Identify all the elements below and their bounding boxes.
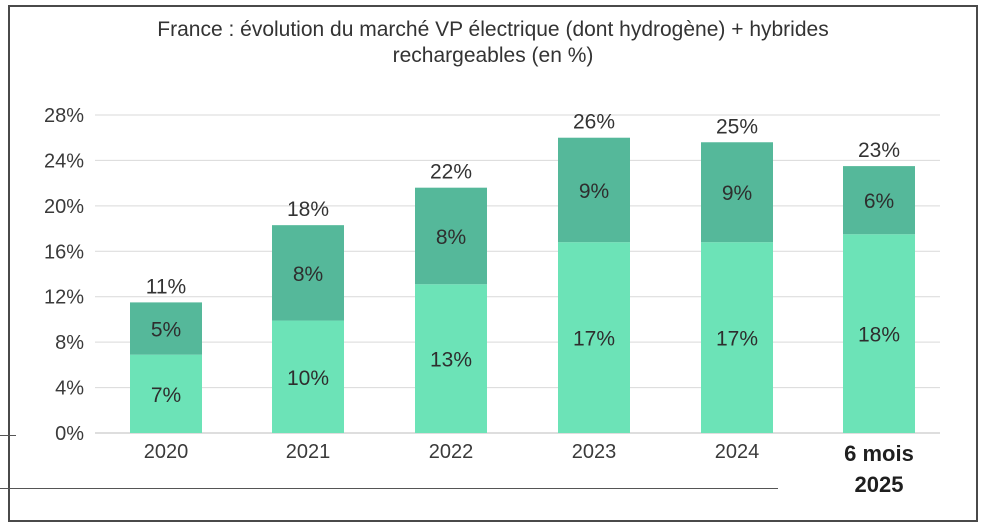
y-tick-label: 12% bbox=[44, 287, 84, 309]
y-tick-label: 20% bbox=[44, 196, 84, 218]
segment-value-label: 9% bbox=[722, 182, 752, 205]
bar-segment bbox=[558, 242, 630, 433]
bar-segment bbox=[701, 242, 773, 433]
y-tick-label: 4% bbox=[55, 378, 84, 400]
total-value-label: 11% bbox=[146, 275, 186, 298]
bar-segment bbox=[843, 166, 915, 235]
y-tick-label: 16% bbox=[44, 241, 84, 263]
x-tick-label: 2022 bbox=[429, 441, 474, 463]
bar-segment bbox=[415, 284, 487, 433]
y-tick-label: 28% bbox=[44, 105, 84, 127]
outside-left-rule bbox=[0, 435, 16, 436]
bar-segment bbox=[701, 142, 773, 243]
y-tick-label: 24% bbox=[44, 150, 84, 172]
bar-segment bbox=[130, 354, 202, 433]
x-tick-label: 2023 bbox=[572, 441, 617, 463]
segment-value-label: 8% bbox=[436, 226, 466, 249]
y-tick-label: 8% bbox=[55, 332, 84, 354]
x-tick-label: 6 mois bbox=[844, 441, 914, 466]
bar-segment bbox=[843, 234, 915, 433]
x-tick-label: 2025 bbox=[855, 472, 904, 497]
chart-frame bbox=[8, 5, 978, 522]
total-value-label: 25% bbox=[716, 115, 758, 138]
x-tick-label: 2020 bbox=[144, 441, 189, 463]
outside-bottom-rule bbox=[0, 488, 778, 489]
bar-segment bbox=[272, 320, 344, 433]
bar-segment bbox=[272, 225, 344, 321]
x-tick-label: 2021 bbox=[286, 441, 331, 463]
bar-segment bbox=[558, 137, 630, 243]
segment-value-label: 9% bbox=[579, 180, 609, 203]
segment-value-label: 17% bbox=[716, 328, 758, 351]
y-tick-label: 0% bbox=[55, 423, 84, 445]
segment-value-label: 7% bbox=[151, 384, 181, 407]
chart-title-line-2: rechargeables (en %) bbox=[392, 44, 594, 67]
total-value-label: 22% bbox=[430, 161, 472, 184]
segment-value-label: 8% bbox=[293, 263, 323, 286]
bar-segment bbox=[415, 187, 487, 285]
total-value-label: 18% bbox=[287, 198, 329, 221]
x-tick-label: 2024 bbox=[715, 441, 760, 463]
segment-value-label: 18% bbox=[858, 324, 900, 347]
segment-value-label: 10% bbox=[287, 367, 329, 390]
segment-value-label: 6% bbox=[864, 190, 894, 213]
total-value-label: 26% bbox=[573, 111, 615, 134]
chart-title-line-1: France : évolution du marché VP électriq… bbox=[157, 18, 829, 41]
segment-value-label: 17% bbox=[573, 328, 615, 351]
bar-segment bbox=[130, 302, 202, 355]
segment-value-label: 5% bbox=[151, 319, 181, 342]
segment-value-label: 13% bbox=[430, 349, 472, 372]
total-value-label: 23% bbox=[858, 139, 900, 162]
